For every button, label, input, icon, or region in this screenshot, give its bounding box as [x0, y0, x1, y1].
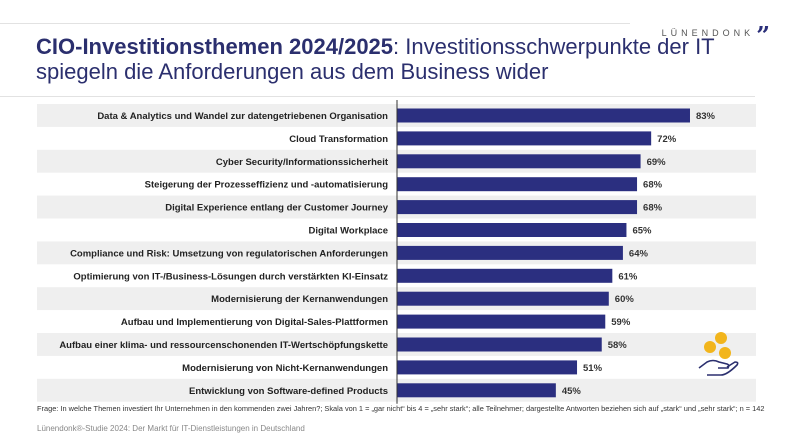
bar — [397, 177, 638, 192]
category-label: Aufbau einer klima- und ressourcenschone… — [59, 340, 388, 351]
category-label: Digital Experience entlang der Customer … — [165, 203, 388, 214]
bar — [397, 383, 556, 398]
category-label: Modernisierung der Kernanwendungen — [211, 294, 388, 305]
bar — [397, 291, 609, 306]
bar — [397, 360, 578, 375]
value-label: 45% — [562, 386, 582, 397]
value-label: 51% — [583, 363, 603, 374]
category-label: Steigerung der Prozesseffizienz und -aut… — [145, 180, 389, 191]
divider-top — [0, 23, 630, 24]
category-label: Modernisierung von Nicht-Kernanwendungen — [182, 363, 388, 374]
value-label: 65% — [632, 225, 652, 236]
value-label: 83% — [696, 111, 716, 122]
page-title: CIO-Investitionsthemen 2024/2025: Invest… — [36, 34, 715, 84]
value-label: 60% — [615, 294, 635, 305]
value-label: 69% — [647, 157, 667, 168]
footnote: Frage: In welche Themen investiert Ihr U… — [37, 404, 765, 413]
logo: LÜNENDONK” — [661, 21, 770, 50]
category-label: Compliance und Risk: Umsetzung von regul… — [70, 248, 388, 259]
value-label: 58% — [608, 340, 628, 351]
value-label: 68% — [643, 203, 663, 214]
bar — [397, 223, 627, 237]
bar — [397, 245, 623, 260]
category-label: Aufbau und Implementierung von Digital-S… — [121, 317, 388, 328]
bar — [397, 154, 641, 169]
value-label: 59% — [611, 317, 631, 328]
bar — [397, 268, 613, 283]
value-label: 61% — [618, 271, 638, 282]
category-label: Optimierung von IT-/Business-Lösungen du… — [73, 271, 388, 282]
source: Lünendonk®-Studie 2024: Der Markt für IT… — [37, 424, 305, 433]
bar — [397, 131, 652, 146]
divider-title — [0, 96, 755, 97]
bar — [397, 200, 638, 215]
category-label: Entwicklung von Software-defined Product… — [189, 386, 388, 397]
bar — [397, 337, 602, 352]
bar — [397, 108, 690, 123]
category-label: Cloud Transformation — [289, 134, 388, 145]
bar — [397, 314, 606, 329]
quote-mark-icon: ” — [756, 21, 770, 50]
category-label: Cyber Security/Informationssicherheit — [216, 157, 389, 168]
category-label: Data & Analytics und Wandel zur datenget… — [97, 111, 388, 122]
value-label: 72% — [657, 134, 677, 145]
category-label: Digital Workplace — [308, 225, 388, 236]
value-label: 68% — [643, 180, 663, 191]
value-label: 64% — [629, 248, 649, 259]
